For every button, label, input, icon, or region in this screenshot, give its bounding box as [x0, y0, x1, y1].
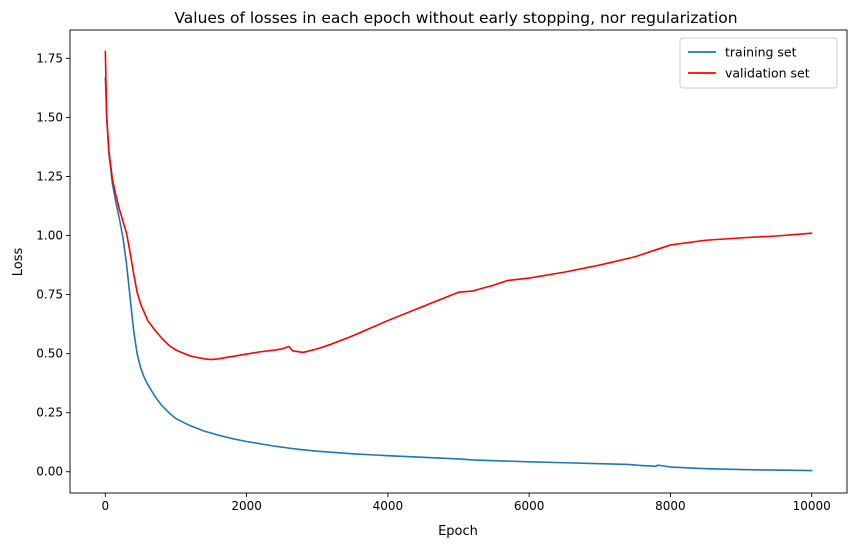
y-tick-label: 1.00 — [36, 229, 63, 243]
chart-title: Values of losses in each epoch without e… — [174, 9, 737, 27]
x-axis-label: Epoch — [438, 524, 478, 539]
y-tick-label: 0.50 — [36, 347, 63, 361]
series-line-training-set — [104, 76, 813, 472]
legend-label: validation set — [725, 66, 810, 81]
axes-layer: 0 2000 4000 6000 8000 10000 0.00 0.25 0.50 0.75 1.… — [36, 29, 848, 513]
x-tick-label: 8000 — [655, 499, 686, 513]
y-tick-label: 1.50 — [36, 110, 63, 124]
legend-box — [679, 37, 838, 89]
y-axis-label: Loss — [11, 248, 26, 277]
series-layer — [104, 50, 813, 472]
series-line-validation-set — [104, 50, 813, 361]
plot-background — [70, 30, 847, 493]
legend-label: training set — [725, 45, 797, 60]
x-tick-label: 10000 — [793, 499, 831, 513]
x-tick-label: 0 — [101, 499, 109, 513]
x-tick-label: 6000 — [514, 499, 545, 513]
axes-frame — [69, 29, 848, 494]
x-tick-label: 4000 — [373, 499, 404, 513]
y-tick-label: 1.25 — [36, 169, 63, 183]
y-tick-label: 1.75 — [36, 51, 63, 65]
y-tick-label: 0.25 — [36, 406, 63, 420]
x-tick-label: 2000 — [231, 499, 262, 513]
y-tick-label: 0.75 — [36, 288, 63, 302]
legend: training set validation set — [679, 37, 838, 89]
y-tick-label: 0.00 — [36, 465, 63, 479]
plot-area — [70, 30, 847, 493]
